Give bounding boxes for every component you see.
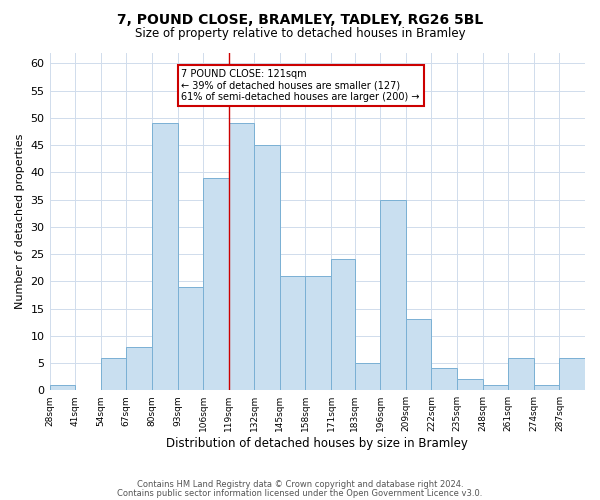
Bar [534,385,559,390]
Bar [457,380,482,390]
Text: 7, POUND CLOSE, BRAMLEY, TADLEY, RG26 5BL: 7, POUND CLOSE, BRAMLEY, TADLEY, RG26 5B… [117,12,483,26]
Bar [101,358,127,390]
Y-axis label: Number of detached properties: Number of detached properties [15,134,25,309]
Text: Contains public sector information licensed under the Open Government Licence v3: Contains public sector information licen… [118,489,482,498]
Bar [50,385,75,390]
Bar [380,200,406,390]
Bar [355,363,380,390]
Bar [331,260,355,390]
Bar [559,358,585,390]
Bar [431,368,457,390]
Bar [152,124,178,390]
Bar [482,385,508,390]
Bar [229,124,254,390]
X-axis label: Distribution of detached houses by size in Bramley: Distribution of detached houses by size … [166,437,468,450]
Bar [127,346,152,390]
Bar [254,145,280,390]
Bar [178,286,203,390]
Text: Size of property relative to detached houses in Bramley: Size of property relative to detached ho… [134,28,466,40]
Bar [280,276,305,390]
Bar [305,276,331,390]
Text: 7 POUND CLOSE: 121sqm
← 39% of detached houses are smaller (127)
61% of semi-det: 7 POUND CLOSE: 121sqm ← 39% of detached … [181,69,420,102]
Bar [508,358,534,390]
Text: Contains HM Land Registry data © Crown copyright and database right 2024.: Contains HM Land Registry data © Crown c… [137,480,463,489]
Bar [406,320,431,390]
Bar [203,178,229,390]
